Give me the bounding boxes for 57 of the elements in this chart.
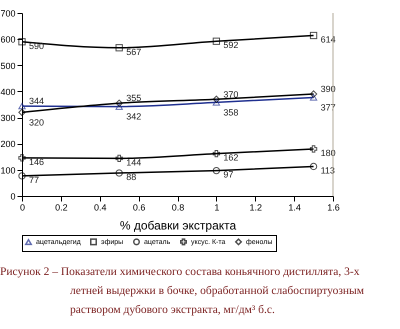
x-tick-label: 1.4 <box>288 202 301 212</box>
x-tick-label: 0.8 <box>172 202 184 212</box>
point <box>310 90 318 98</box>
data-label: 370 <box>223 89 238 100</box>
y-tick-label: 100 <box>0 165 16 176</box>
x-tick-label: 1 <box>214 202 220 212</box>
point <box>116 154 123 162</box>
point <box>310 94 318 101</box>
point <box>18 154 26 162</box>
data-label: 97 <box>223 170 234 180</box>
point <box>310 162 318 170</box>
point <box>310 145 318 153</box>
x-tick-label: 0.4 <box>94 202 107 212</box>
point <box>116 44 123 52</box>
y-tick-label: 700 <box>0 8 16 18</box>
point <box>212 166 220 174</box>
data-label: 88 <box>126 172 136 182</box>
data-label: 77 <box>29 174 40 185</box>
text: Рисунок 2 – Показатели химического состава коньячного дистиллята, 3-х <box>0 266 360 278</box>
y-tick-label: 200 <box>0 139 16 150</box>
x-tick-label: 0.2 <box>55 202 68 212</box>
text: раствором дубового экстракта, мг/дм³ б.с. <box>70 304 276 316</box>
data-label: 390 <box>320 84 336 94</box>
x-tick-label: 0.6 <box>132 202 146 212</box>
y-tick-label: 600 <box>0 34 16 45</box>
text: летней выдержки в бочке, обработанной слабоспиртуозным <box>70 285 365 297</box>
point <box>310 32 318 40</box>
point <box>212 99 220 106</box>
data-label: 320 <box>29 117 44 128</box>
x-tick-label: 0 <box>20 202 26 212</box>
data-label: 590 <box>29 40 44 51</box>
point <box>18 172 26 180</box>
y-tick-label: 0 <box>10 192 16 202</box>
x-axis-title: % добавки экстракта <box>120 218 237 232</box>
data-label: 180 <box>320 148 336 158</box>
data-label: 567 <box>126 46 142 57</box>
x-tick-label: 1.6 <box>327 202 340 212</box>
point <box>212 38 220 45</box>
data-label: 358 <box>223 107 238 118</box>
point <box>212 150 220 158</box>
data-label: 344 <box>29 96 44 106</box>
point <box>116 100 123 107</box>
data-label: 355 <box>126 93 142 104</box>
data-label: 144 <box>126 157 142 168</box>
point <box>116 169 123 177</box>
data-label: 592 <box>223 40 238 50</box>
point <box>212 96 220 103</box>
data-label: 162 <box>223 152 238 163</box>
point <box>18 102 26 110</box>
point <box>18 108 26 116</box>
point <box>116 103 123 110</box>
x-tick-label: 1.2 <box>249 202 262 212</box>
y-tick-label: 300 <box>0 113 16 124</box>
data-label: 146 <box>29 156 44 167</box>
data-label: 342 <box>126 112 142 122</box>
y-tick-label: 400 <box>0 86 16 97</box>
y-tick-label: 500 <box>0 60 16 71</box>
